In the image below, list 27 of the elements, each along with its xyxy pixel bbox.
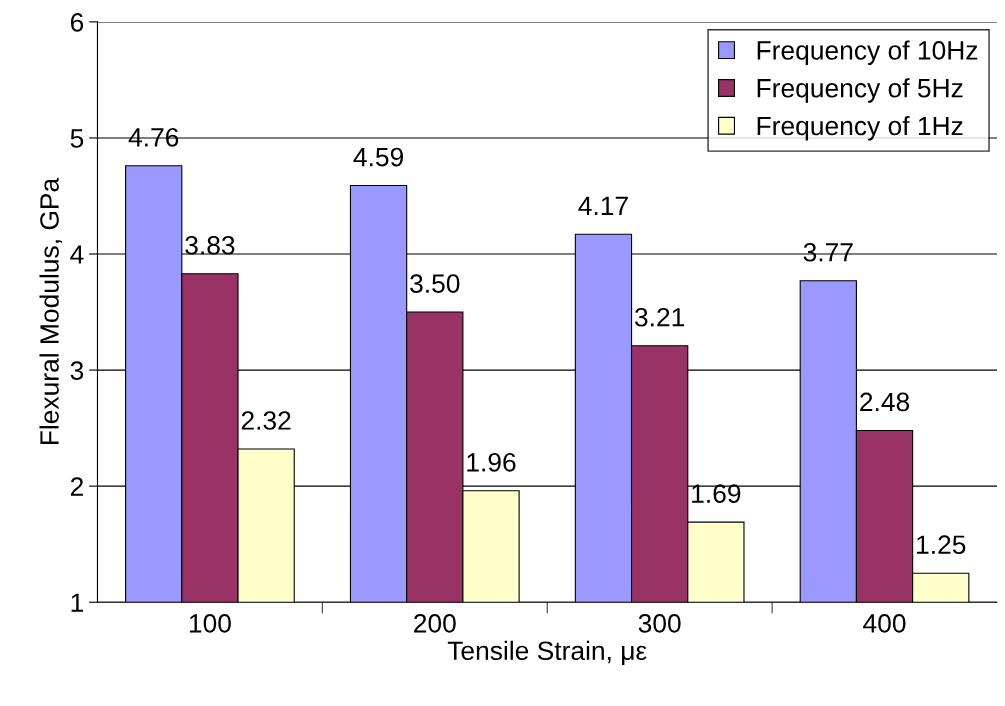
x-tick-label: 100 xyxy=(189,614,231,633)
data-label: 3.50 xyxy=(410,274,460,293)
data-label: 3.77 xyxy=(803,242,853,262)
data-label: 1.25 xyxy=(917,535,966,555)
x-tick-label: 400 xyxy=(863,614,906,633)
data-label: 1.96 xyxy=(467,452,516,472)
data-label: 1.69 xyxy=(692,484,741,503)
y-tick-label: 3 xyxy=(70,361,84,380)
y-tick-label: 4 xyxy=(70,245,84,264)
data-label: 4.59 xyxy=(353,147,403,167)
legend-label: Frequency of 1Hz xyxy=(757,115,963,141)
data-label: 4.17 xyxy=(578,196,628,215)
x-tick-label: 300 xyxy=(638,614,681,633)
legend-label: Frequency of 10Hz xyxy=(757,40,978,65)
data-label: 3.83 xyxy=(185,235,235,255)
data-label: 4.76 xyxy=(128,127,179,147)
data-label: 3.21 xyxy=(634,307,685,327)
data-label: 2.32 xyxy=(241,411,291,430)
y-tick-label: 5 xyxy=(70,129,84,148)
legend-label: Frequency of 5Hz xyxy=(757,78,963,103)
y-tick-label: 1 xyxy=(71,593,83,612)
x-axis-title: Tensile Strain, με xyxy=(447,640,647,665)
x-tick-label: 200 xyxy=(414,614,456,633)
y-tick-label: 6 xyxy=(70,13,84,32)
data-label: 2.48 xyxy=(860,392,910,412)
y-tick-label: 2 xyxy=(70,477,83,496)
y-axis-title: Flexural Modulus, GPa xyxy=(39,177,62,445)
